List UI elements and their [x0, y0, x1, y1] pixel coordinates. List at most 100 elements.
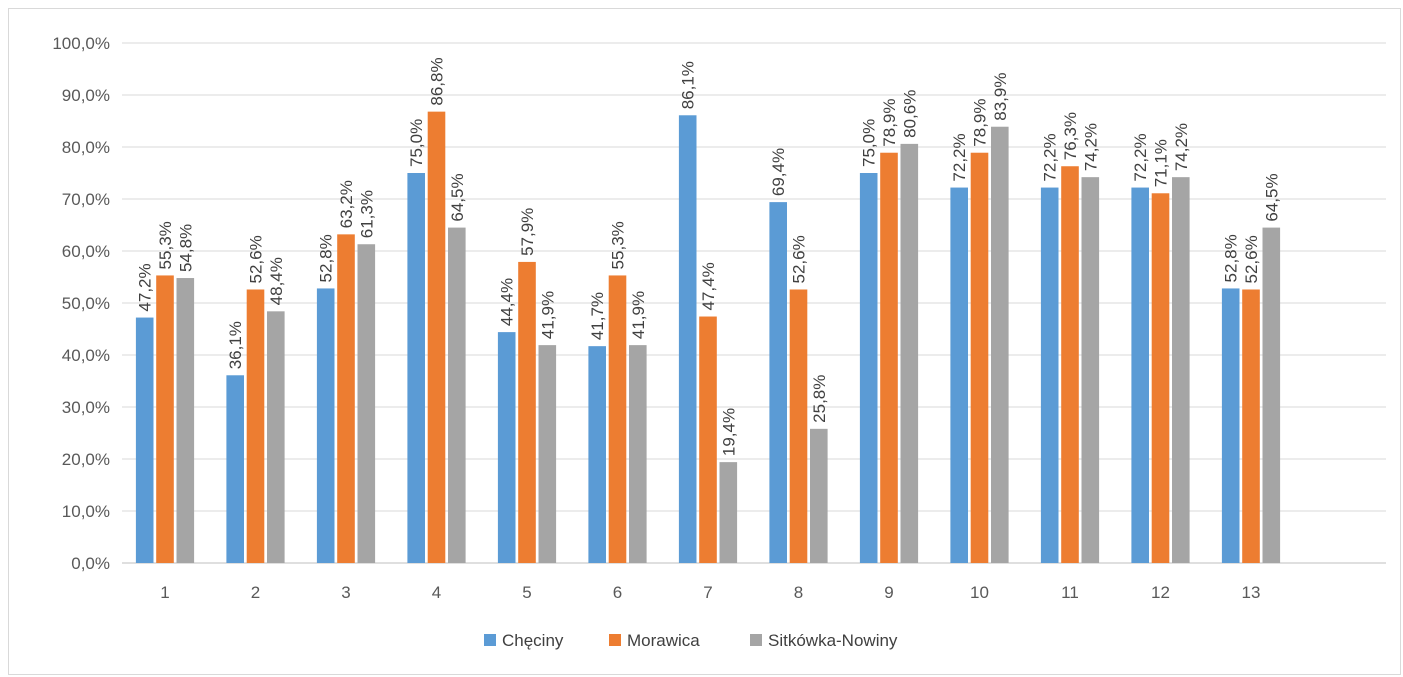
data-label: 52,8%: [317, 234, 336, 282]
data-label: 41,7%: [588, 292, 607, 340]
legend-swatch: [484, 634, 496, 646]
y-tick-label: 20,0%: [62, 450, 110, 469]
legend-swatch: [609, 634, 621, 646]
bar-2-4: [427, 111, 446, 563]
y-tick-label: 90,0%: [62, 86, 110, 105]
data-label: 41,9%: [538, 291, 557, 339]
bar-1-3: [316, 288, 335, 563]
data-label: 80,6%: [900, 90, 919, 138]
data-label: 75,0%: [407, 119, 426, 167]
bar-2-10: [970, 152, 989, 563]
legend-swatch: [750, 634, 762, 646]
data-label: 47,4%: [699, 262, 718, 310]
bar-3-7: [719, 462, 738, 563]
bar-3-8: [810, 428, 828, 563]
bar-2-13: [1242, 289, 1260, 563]
x-axis: 1 2 3 4 5 6 7 8 9 10 11 12 13: [160, 583, 1260, 602]
data-label: 52,8%: [1222, 234, 1241, 282]
data-label: 36,1%: [226, 321, 245, 369]
y-tick-label: 0,0%: [71, 554, 110, 573]
x-tick-label: 9: [884, 583, 893, 602]
x-tick-label: 8: [794, 583, 803, 602]
x-tick-label: 7: [703, 583, 712, 602]
x-tick-label: 10: [970, 583, 989, 602]
bar-3-10: [991, 126, 1009, 563]
data-label: 52,6%: [247, 235, 266, 283]
data-label: 83,9%: [991, 73, 1010, 121]
data-label: 57,9%: [518, 208, 537, 256]
bar-3-4: [448, 227, 466, 563]
bar-2-5: [518, 261, 536, 563]
bar-2-8: [789, 289, 808, 563]
data-label: 72,2%: [1041, 133, 1060, 181]
data-label: 52,6%: [790, 235, 809, 283]
bar-2-7: [699, 316, 717, 563]
x-tick-label: 1: [160, 583, 169, 602]
y-tick-label: 100,0%: [52, 34, 110, 53]
bar-3-13: [1262, 227, 1281, 563]
bar-3-12: [1172, 177, 1190, 563]
bar-3-5: [538, 345, 557, 563]
y-tick-label: 30,0%: [62, 398, 110, 417]
bar-1-6: [588, 346, 606, 563]
data-label: 76,3%: [1061, 112, 1080, 160]
bar-2-2: [246, 289, 265, 563]
legend-label: Morawica: [627, 631, 700, 650]
bar-2-9: [880, 152, 898, 563]
bar-1-1: [135, 317, 154, 563]
y-tick-label: 40,0%: [62, 346, 110, 365]
bar-1-7: [678, 115, 697, 563]
data-label: 47,2%: [136, 263, 155, 311]
data-label: 86,1%: [679, 61, 698, 109]
x-tick-label: 12: [1151, 583, 1170, 602]
data-label: 25,8%: [810, 375, 829, 423]
bar-2-1: [156, 275, 174, 563]
y-tick-label: 10,0%: [62, 502, 110, 521]
bar-3-1: [176, 278, 195, 563]
legend-label: Sitkówka-Nowiny: [768, 631, 898, 650]
data-label: 52,6%: [1242, 235, 1261, 283]
y-tick-label: 50,0%: [62, 294, 110, 313]
bar-2-12: [1151, 193, 1170, 563]
x-tick-label: 4: [432, 583, 441, 602]
bar-1-8: [769, 202, 787, 563]
x-tick-label: 13: [1242, 583, 1261, 602]
bars: [135, 111, 1281, 564]
bar-1-10: [950, 187, 968, 563]
bar-1-12: [1131, 187, 1149, 563]
data-label: 63,2%: [337, 180, 356, 228]
bar-1-11: [1040, 187, 1059, 563]
bar-1-2: [226, 375, 244, 563]
y-tick-label: 80,0%: [62, 138, 110, 157]
x-tick-label: 6: [613, 583, 622, 602]
data-label: 48,4%: [267, 257, 286, 305]
data-label: 74,2%: [1172, 123, 1191, 171]
data-label: 55,3%: [156, 221, 175, 269]
bar-1-4: [407, 173, 425, 563]
y-tick-label: 70,0%: [62, 190, 110, 209]
data-label: 74,2%: [1081, 123, 1100, 171]
data-label: 44,4%: [498, 278, 517, 326]
bar-3-3: [357, 244, 376, 564]
data-label: 78,9%: [880, 99, 899, 147]
x-tick-label: 2: [251, 583, 260, 602]
data-label: 19,4%: [719, 408, 738, 456]
data-labels: 47,2%55,3% 54,8%36,1%52,6% 48,4% 52,8%63,2%…: [136, 57, 1282, 456]
y-axis: 0,0% 10,0% 20,0% 30,0% 40,0% 50,0% 60,0% 70,0% 8…: [52, 34, 110, 573]
data-label: 64,5%: [448, 173, 467, 221]
bar-2-11: [1061, 166, 1079, 564]
bar-3-6: [629, 345, 647, 563]
data-label: 69,4%: [769, 148, 788, 196]
data-label: 72,2%: [1131, 133, 1150, 181]
bar-2-6: [608, 275, 627, 563]
bar-1-13: [1221, 288, 1240, 563]
data-label: 64,5%: [1262, 173, 1281, 221]
x-tick-label: 11: [1061, 583, 1079, 602]
bar-2-3: [337, 234, 355, 564]
data-label: 86,8%: [428, 57, 447, 105]
x-tick-label: 3: [341, 583, 350, 602]
data-label: 78,9%: [971, 99, 990, 147]
data-label: 71,1%: [1152, 139, 1171, 187]
legend: Chęciny Morawica Sitkówka-Nowiny: [484, 631, 898, 650]
bar-1-9: [859, 173, 878, 563]
